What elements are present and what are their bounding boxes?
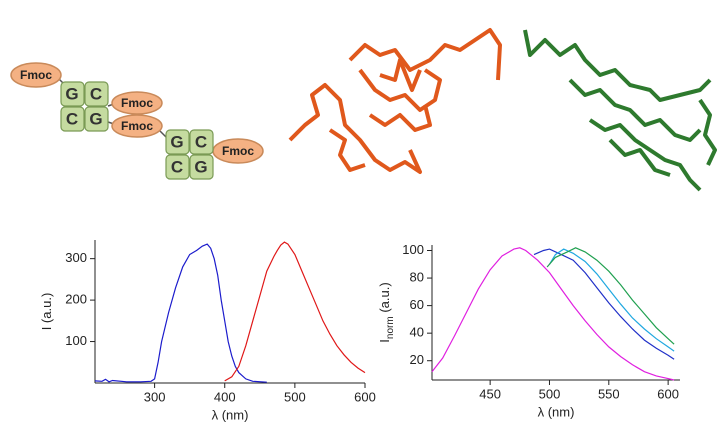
x-tick-label: 450 [479,386,501,401]
base-label: C [90,84,102,103]
x-tick-label: 300 [144,389,166,404]
y-label-main: I (a.u.) [39,293,54,331]
x-tick-label: 600 [657,386,679,401]
green-structure [525,30,715,190]
base-label: G [194,157,207,176]
base-label: C [195,132,207,151]
data-line [550,249,675,351]
x-tick-label: 500 [284,389,306,404]
data-line [225,242,365,381]
y-tick-label: 200 [65,292,87,307]
y-tick-label: 40 [410,325,424,340]
y-tick-label: 60 [410,297,424,312]
y-tick-label: 100 [402,242,424,257]
y-tick-label: 100 [65,333,87,348]
y-label-sub: norm [385,316,396,339]
y-label-rest: (a.u.) [377,282,392,316]
y-tick-label: 300 [65,250,87,265]
fmoc-label: Fmoc [222,144,254,158]
x-tick-label: 600 [354,389,376,404]
x-axis-label: λ (nm) [538,404,575,419]
figure: Fmoc Fmoc Fmoc Fmoc G C C G G C C G 300 4… [0,0,721,426]
base-label: G [170,132,183,151]
y-tick-label: 80 [410,269,424,284]
y-axis-label: I (a.u.) [39,293,54,331]
x-tick-label: 400 [214,389,236,404]
y-tick-label: 20 [410,352,424,367]
orange-structure [290,30,500,172]
x-axis-label: λ (nm) [212,407,249,422]
fmoc-label: Fmoc [121,119,153,133]
base-label: C [66,109,78,128]
base-label: C [171,157,183,176]
x-tick-label: 500 [539,386,561,401]
y-axis-label: Inorm (a.u.) [377,282,395,342]
data-line [432,248,674,380]
base-label: G [65,84,78,103]
x-tick-label: 550 [598,386,620,401]
base-label: G [89,109,102,128]
fmoc-label: Fmoc [121,96,153,110]
fmoc-label: Fmoc [20,68,52,82]
